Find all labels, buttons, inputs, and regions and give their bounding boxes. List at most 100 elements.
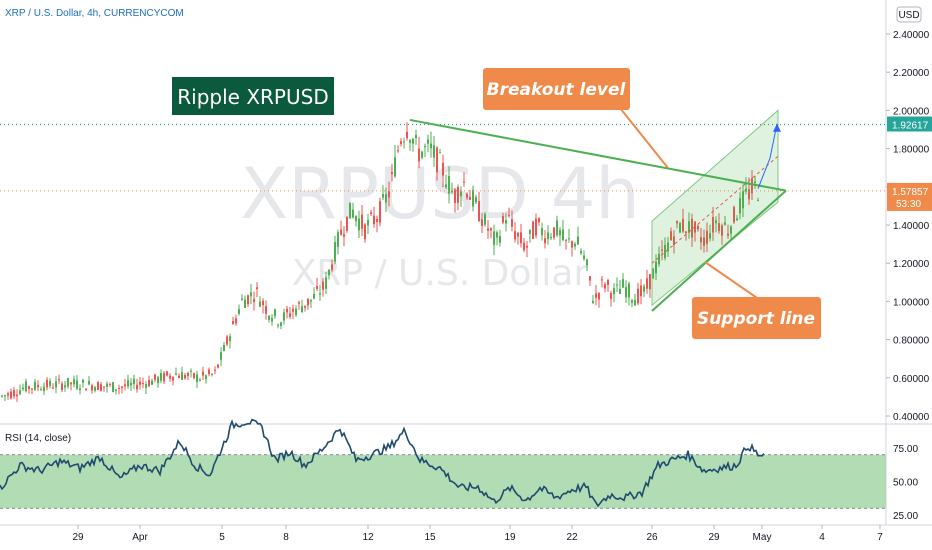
- candle-body: [568, 238, 570, 240]
- candle-body: [43, 386, 45, 392]
- candle-body: [214, 369, 216, 371]
- candle-body: [559, 230, 561, 236]
- candle-body: [754, 181, 756, 183]
- candle-body: [349, 202, 351, 219]
- candle-body: [595, 293, 597, 298]
- candle-body: [235, 318, 237, 324]
- candle-body: [28, 386, 30, 390]
- rsi-tick-label: 25.00: [893, 511, 918, 522]
- candle-body: [517, 232, 519, 237]
- candle-body: [211, 373, 213, 375]
- candle-body: [508, 215, 510, 217]
- candle-body: [337, 232, 339, 247]
- candle-body: [514, 231, 516, 240]
- candle-body: [616, 284, 618, 286]
- time-tick-label: 22: [566, 532, 578, 543]
- candle-body: [433, 145, 435, 158]
- candle-body: [601, 279, 603, 281]
- candle-body: [64, 385, 66, 388]
- candle-body: [307, 298, 309, 306]
- candle-body: [400, 141, 402, 145]
- price-tick-label: 1.00000: [893, 297, 930, 308]
- candle-body: [175, 373, 177, 375]
- candle-body: [46, 379, 48, 388]
- candle-body: [346, 216, 348, 231]
- candle-body: [715, 220, 717, 224]
- candle-body: [556, 220, 558, 236]
- candle-body: [406, 131, 408, 139]
- candle-body: [391, 172, 393, 175]
- candle-body: [178, 375, 180, 379]
- rsi-plot[interactable]: [0, 418, 886, 509]
- candle-body: [232, 321, 234, 325]
- candle-body: [19, 390, 21, 395]
- candle-body: [565, 239, 567, 241]
- candle-body: [205, 375, 207, 380]
- candle-body: [520, 232, 522, 244]
- candle-body: [757, 199, 759, 201]
- candle-body: [394, 157, 396, 177]
- currency-badge-box[interactable]: [896, 6, 922, 23]
- candle-body: [523, 242, 525, 251]
- candle-body: [460, 191, 462, 197]
- candle-body: [598, 293, 600, 300]
- candle-body: [220, 352, 222, 360]
- candle-body: [250, 292, 252, 297]
- candle-body: [691, 218, 693, 238]
- candle-body: [151, 380, 153, 385]
- candle-body: [628, 283, 630, 298]
- candle-body: [166, 371, 168, 376]
- candle-body: [319, 293, 321, 295]
- candle-body: [364, 224, 366, 240]
- price-plot[interactable]: [0, 109, 886, 402]
- support-callout-box: [692, 297, 821, 339]
- candle-body: [268, 315, 270, 320]
- candle-body: [682, 219, 684, 232]
- candle-body: [52, 387, 54, 389]
- candle-body: [73, 379, 75, 385]
- candle-body: [241, 298, 243, 300]
- candle-body: [367, 220, 369, 226]
- price-tick-label: 1.80000: [893, 145, 930, 156]
- candle-body: [370, 212, 372, 215]
- candle-body: [550, 237, 552, 239]
- candle-body: [643, 286, 645, 292]
- candle-body: [256, 287, 258, 290]
- candle-body: [247, 295, 249, 305]
- candle-body: [409, 140, 411, 143]
- candle-body: [298, 302, 300, 304]
- candle-body: [673, 236, 675, 245]
- candle-body: [316, 286, 318, 290]
- projection-path: [757, 123, 778, 189]
- candle-body: [724, 222, 726, 225]
- candle-body: [379, 201, 381, 223]
- candle-body: [115, 389, 117, 391]
- candle-body: [661, 249, 663, 251]
- candle-body: [448, 176, 450, 194]
- candle-body: [721, 225, 723, 236]
- candle-body: [208, 369, 210, 375]
- currency-badge[interactable]: USD: [898, 10, 919, 21]
- candle-body: [742, 191, 744, 209]
- candle-body: [487, 228, 489, 231]
- candle-body: [334, 242, 336, 262]
- candle-body: [511, 219, 513, 227]
- candle-body: [10, 391, 12, 399]
- candle-body: [373, 215, 375, 225]
- candle-body: [4, 395, 6, 397]
- level-price-label: 1.92617: [892, 121, 929, 132]
- candle-body: [490, 228, 492, 231]
- candle-body: [574, 243, 576, 247]
- time-tick-label: 29: [72, 532, 84, 543]
- candle-body: [382, 193, 384, 198]
- candle-body: [445, 184, 447, 188]
- candle-body: [7, 393, 9, 396]
- candle-body: [544, 238, 546, 244]
- watermark-ticker: XRPUSD 4h: [240, 153, 640, 235]
- title-box: [172, 77, 334, 115]
- candle-body: [355, 216, 357, 222]
- candle-body: [199, 379, 201, 381]
- candle-body: [58, 379, 60, 381]
- breakout-pointer: [619, 107, 669, 169]
